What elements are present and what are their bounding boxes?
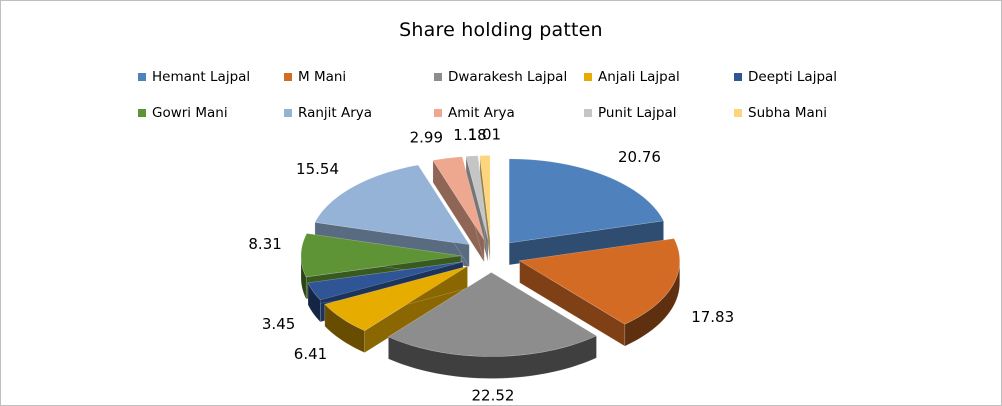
legend-swatch xyxy=(584,109,592,117)
pie-slice-dwarakesh-lajpal xyxy=(387,271,598,379)
legend-swatch xyxy=(284,109,292,117)
legend-swatch xyxy=(138,109,146,117)
legend-item-anjali-lajpal: Anjali Lajpal xyxy=(584,69,680,85)
legend-label: Ranjit Arya xyxy=(298,105,373,121)
data-label-subha-mani: 1.01 xyxy=(468,126,501,144)
pie-slice-hemant-lajpal xyxy=(508,158,665,266)
data-label-punit-lajpal: 1.18 xyxy=(453,126,486,144)
legend-label: Subha Mani xyxy=(748,105,828,121)
chart-title: Share holding patten xyxy=(399,19,603,41)
pie-slice-punit-lajpal xyxy=(465,155,489,262)
legend-swatch xyxy=(584,73,592,81)
legend-swatch xyxy=(284,73,292,81)
slice-top xyxy=(307,261,464,301)
data-label-m-mani: 17.83 xyxy=(691,308,734,326)
legend-label: Deepti Lajpal xyxy=(748,69,838,85)
pie-slice-m-mani xyxy=(518,238,681,347)
slice-rim xyxy=(300,255,307,300)
slice-top xyxy=(508,158,665,244)
data-label-dwarakesh-lajpal: 22.52 xyxy=(472,387,515,405)
legend-label: Hemant Lajpal xyxy=(152,69,251,85)
slice-top xyxy=(479,155,491,240)
legend-label: Gowri Mani xyxy=(152,105,228,121)
legend-label: Anjali Lajpal xyxy=(598,69,680,85)
legend-item-gowri-mani: Gowri Mani xyxy=(138,105,228,121)
legend-item-amit-arya: Amit Arya xyxy=(434,105,515,121)
legend-item-dwarakesh-lajpal: Dwarakesh Lajpal xyxy=(434,69,567,85)
data-label-ranjit-arya: 15.54 xyxy=(296,160,339,178)
slice-top xyxy=(465,155,489,240)
slice-top xyxy=(300,233,462,278)
data-label-amit-arya: 2.99 xyxy=(410,128,443,146)
legend-swatch xyxy=(434,73,442,81)
slice-rim xyxy=(324,303,365,354)
slice-top xyxy=(432,156,485,241)
legend-swatch xyxy=(138,73,146,81)
pie-slice-anjali-lajpal xyxy=(324,265,468,354)
legend-item-ranjit-arya: Ranjit Arya xyxy=(284,105,372,121)
legend-item-m-mani: M Mani xyxy=(284,69,346,85)
legend-label: M Mani xyxy=(298,69,347,85)
legend-label: Dwarakesh Lajpal xyxy=(448,69,568,85)
legend-label: Punit Lajpal xyxy=(598,105,677,121)
legend-swatch xyxy=(434,109,442,117)
legend-item-hemant-lajpal: Hemant Lajpal xyxy=(138,69,250,85)
pie-slice-amit-arya xyxy=(432,156,485,263)
slice-top xyxy=(387,272,598,357)
legend-swatch xyxy=(734,73,742,81)
legend-label: Amit Arya xyxy=(448,105,515,121)
chart-legend: Hemant Lajpal M Mani Dwarakesh Lajpal Anjal… xyxy=(1,1,1001,131)
data-label-gowri-mani: 8.31 xyxy=(248,235,281,253)
legend-item-punit-lajpal: Punit Lajpal xyxy=(584,105,677,121)
data-label-anjali-lajpal: 6.41 xyxy=(294,345,327,363)
data-label-deepti-lajpal: 3.45 xyxy=(262,315,295,333)
slice-rim xyxy=(307,282,321,323)
slice-top xyxy=(518,238,681,325)
slice-top xyxy=(324,265,468,331)
legend-swatch xyxy=(734,109,742,117)
legend-item-deepti-lajpal: Deepti Lajpal xyxy=(734,69,837,85)
slice-top xyxy=(314,164,470,246)
legend-item-subha-mani: Subha Mani xyxy=(734,105,827,121)
data-label-hemant-lajpal: 20.76 xyxy=(618,148,661,166)
